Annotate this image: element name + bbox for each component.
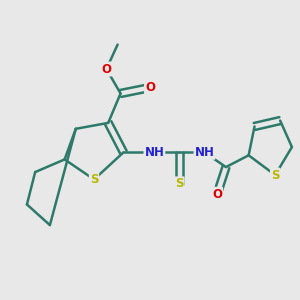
Text: O: O	[101, 62, 111, 76]
Text: O: O	[212, 188, 222, 201]
Text: O: O	[145, 81, 155, 94]
Text: S: S	[90, 173, 98, 186]
Text: S: S	[175, 177, 184, 190]
Text: S: S	[271, 169, 279, 182]
Text: NH: NH	[145, 146, 164, 159]
Text: NH: NH	[194, 146, 214, 159]
